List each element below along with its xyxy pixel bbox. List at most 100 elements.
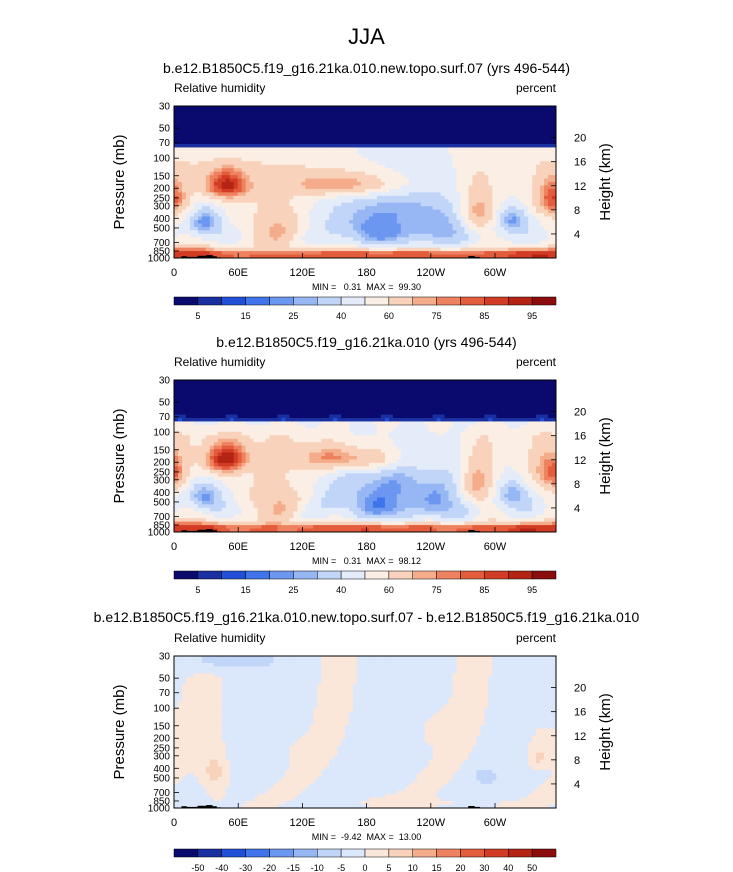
contour-cell <box>452 397 458 402</box>
contour-cell <box>325 116 330 121</box>
contour-cell <box>177 254 183 258</box>
contour-cell <box>420 144 426 149</box>
contour-cell <box>472 393 478 398</box>
contour-cell <box>261 150 267 155</box>
contour-cell <box>456 112 462 117</box>
contour-cell <box>412 199 418 204</box>
contour-cell <box>404 247 410 252</box>
contour-cell <box>516 154 521 159</box>
contour-cell <box>540 182 545 187</box>
contour-cell <box>500 195 505 200</box>
contour-cell <box>400 109 406 114</box>
contour-cell <box>472 226 478 231</box>
contour-cell <box>452 233 458 238</box>
contour-cell <box>492 247 497 252</box>
contour-cell <box>365 157 370 162</box>
contour-cell <box>337 185 342 190</box>
contour-cell <box>496 133 501 138</box>
contour-cell <box>484 144 489 149</box>
contour-cell <box>504 251 509 256</box>
contour-cell <box>245 226 251 231</box>
contour-cell <box>424 213 430 218</box>
contour-cell <box>472 109 478 114</box>
contour-cell <box>532 400 537 405</box>
contour-cell <box>472 133 478 138</box>
contour-cell <box>309 123 314 128</box>
contour-cell <box>520 202 525 207</box>
contour-cell <box>261 119 267 124</box>
contour-cell <box>416 226 422 231</box>
contour-cell <box>412 119 418 124</box>
contour-cell <box>309 226 314 231</box>
contour-cell <box>357 171 362 176</box>
contour-cell <box>261 106 267 111</box>
contour-cell <box>440 150 446 155</box>
contour-cell <box>392 106 398 111</box>
contour-cell <box>353 247 358 252</box>
contour-cell <box>289 247 294 252</box>
contour-cell <box>317 157 322 162</box>
contour-cell <box>205 157 211 162</box>
contour-cell <box>376 133 382 138</box>
contour-cell <box>185 178 191 183</box>
contour-cell <box>193 244 199 249</box>
contour-cell <box>365 109 370 114</box>
contour-cell <box>365 164 370 169</box>
contour-cell <box>325 397 330 402</box>
contour-cell <box>185 133 191 138</box>
contour-cell <box>428 133 434 138</box>
contour-cell <box>341 178 346 183</box>
contour-cell <box>233 397 239 402</box>
contour-cell <box>444 164 450 169</box>
contour-cell <box>209 182 215 187</box>
contour-cell <box>508 137 513 142</box>
contour-cell <box>416 380 422 385</box>
contour-cell <box>384 397 390 402</box>
contour-cell <box>337 144 342 149</box>
contour-cell <box>281 251 287 256</box>
contour-cell <box>380 233 386 238</box>
contour-cell <box>552 106 556 111</box>
contour-cell <box>428 226 434 231</box>
contour-cell <box>484 175 489 180</box>
contour-cell <box>488 383 493 388</box>
contour-cell <box>464 147 470 152</box>
contour-cell <box>209 251 215 256</box>
contour-cell <box>273 161 279 166</box>
contour-cell <box>420 164 426 169</box>
contour-cell <box>416 178 422 183</box>
contour-cell <box>552 223 556 228</box>
contour-cell <box>281 383 287 388</box>
contour-cell <box>424 175 430 180</box>
contour-cell <box>396 386 402 391</box>
contour-cell <box>536 178 541 183</box>
contour-cell <box>174 154 179 159</box>
contour-cell <box>221 137 227 142</box>
contour-cell <box>432 199 438 204</box>
contour-cell <box>293 213 298 218</box>
contour-cell <box>496 112 501 117</box>
contour-cell <box>380 199 386 204</box>
contour-cell <box>341 133 346 138</box>
contour-cell <box>241 383 247 388</box>
contour-cell <box>353 126 358 131</box>
contour-cell <box>544 220 549 225</box>
contour-cell <box>193 220 199 225</box>
contour-cell <box>185 119 191 124</box>
contour-cell <box>432 109 438 114</box>
contour-cell <box>420 202 426 207</box>
contour-cell <box>540 233 545 238</box>
contour-cell <box>361 119 366 124</box>
contour-cell <box>452 161 458 166</box>
contour-cell <box>388 185 394 190</box>
contour-cell <box>412 237 418 242</box>
contour-cell <box>392 154 398 159</box>
contour-cell <box>480 175 485 180</box>
contour-cell <box>484 137 489 142</box>
contour-cell <box>197 175 203 180</box>
contour-cell <box>281 380 287 385</box>
contour-cell <box>400 251 406 256</box>
contour-cell <box>277 185 283 190</box>
contour-cell <box>253 171 259 176</box>
contour-cell <box>237 192 243 197</box>
